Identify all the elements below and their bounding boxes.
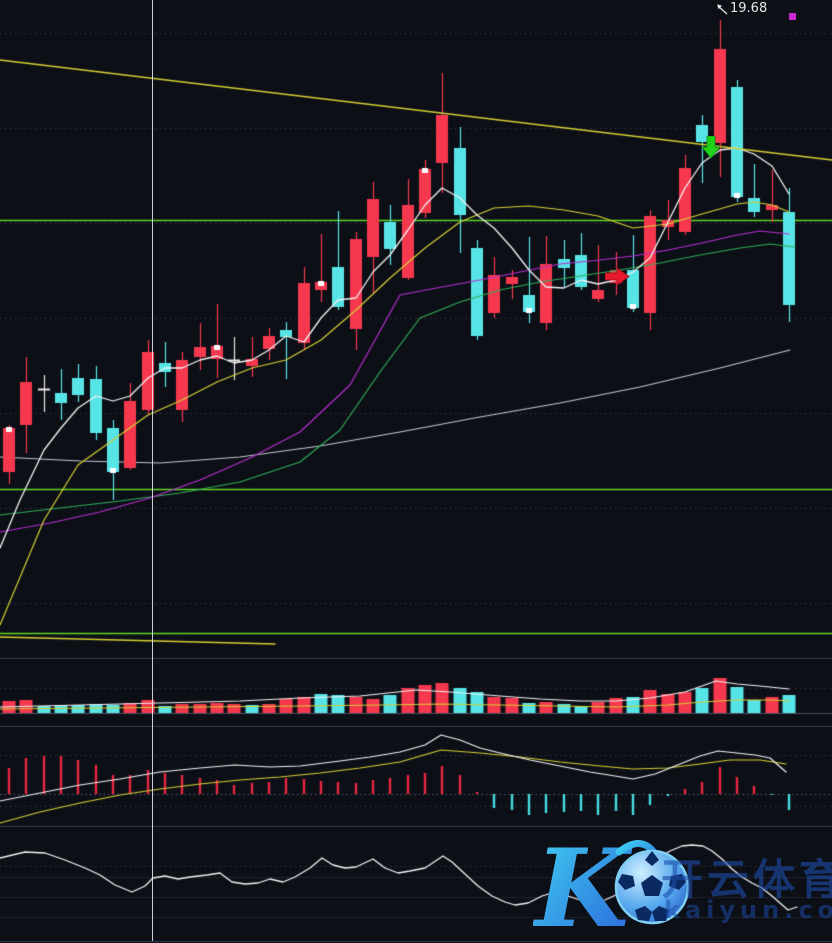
sell-signal-arrow-icon [701,135,721,163]
bottom-indicator-panel[interactable] [0,826,832,941]
main-price-panel[interactable] [0,0,832,658]
buy-signal-arrow-icon [604,267,630,290]
macd-panel[interactable] [0,726,832,826]
label-arrow-icon [717,4,728,15]
price-high-label: 19.68 [714,2,767,18]
magenta-indicator-dot [789,13,796,20]
crosshair-vertical-line [152,0,153,941]
price-high-value: 19.68 [730,1,768,16]
volume-panel[interactable] [0,658,832,726]
